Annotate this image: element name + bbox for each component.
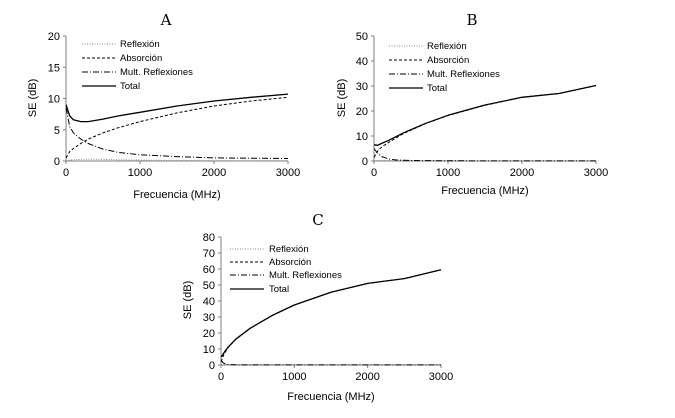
x-tick-label: 0 (218, 371, 224, 383)
legend-label-total: Total (269, 284, 289, 295)
legend-label-mult-reflexiones: Mult. Reflexiones (427, 69, 500, 80)
chart-panel-a: A SE (dB) Frecuencia (MHz) Reflexión Abs… (27, 11, 300, 201)
y-tick-label: 40 (356, 56, 368, 68)
series-line-total (220, 269, 442, 358)
y-tick-label: 50 (356, 31, 368, 43)
chart-panel-b: B SE (dB) Frecuencia (MHz) Reflexión Abs… (336, 11, 608, 197)
series-line-mult-reflexiones (220, 359, 441, 366)
x-tick-label: 2000 (510, 167, 534, 179)
x-tick-label: 1000 (128, 167, 152, 179)
panel-title: C (312, 211, 323, 229)
y-axis-label: SE (dB) (27, 79, 39, 118)
legend: Reflexión Absorción Mult. Reflexiones To… (82, 39, 193, 92)
y-tick-label: 30 (203, 312, 215, 324)
chart-panel-c: C SE (dB) Frecuencia (MHz) Reflexión Abs… (182, 211, 453, 403)
legend-label-mult-reflexiones: Mult. Reflexiones (269, 270, 342, 281)
x-tick-label: 1000 (436, 167, 460, 179)
y-tick-label: 80 (203, 232, 215, 244)
y-tick-label: 0 (209, 360, 215, 372)
legend-label-mult-reflexiones: Mult. Reflexiones (120, 67, 193, 78)
y-tick-label: 20 (356, 106, 368, 118)
x-axis-label: Frecuencia (MHz) (133, 189, 220, 201)
y-tick-label: 10 (356, 131, 368, 143)
y-axis-label: SE (dB) (182, 281, 194, 320)
y-tick-label: 15 (48, 62, 60, 74)
series-line-absorcion (373, 85, 597, 158)
legend-label-reflexion: Reflexión (120, 39, 160, 50)
x-tick-label: 0 (371, 167, 377, 179)
legend: Reflexión Absorción Mult. Reflexiones To… (389, 41, 500, 94)
y-tick-label: 0 (362, 156, 368, 168)
legend-label-reflexion: Reflexión (269, 244, 309, 255)
legend: Reflexión Absorción Mult. Reflexiones To… (230, 244, 342, 295)
y-tick-label: 40 (203, 296, 215, 308)
legend-label-total: Total (427, 83, 447, 94)
y-tick-label: 20 (48, 31, 60, 43)
y-tick-label: 70 (203, 248, 215, 260)
y-tick-label: 10 (48, 94, 60, 106)
legend-label-total: Total (120, 81, 140, 92)
x-tick-label: 3000 (429, 371, 453, 383)
x-tick-label: 0 (63, 167, 69, 179)
y-tick-label: 10 (203, 344, 215, 356)
y-tick-label: 20 (203, 328, 215, 340)
y-tick-label: 60 (203, 264, 215, 276)
x-axis-label: Frecuencia (MHz) (287, 391, 374, 403)
series-line-total (65, 93, 289, 123)
series-line-reflexion (66, 158, 288, 162)
y-axis-label: SE (dB) (336, 79, 348, 118)
y-tick-label: 5 (54, 125, 60, 137)
y-tick-label: 50 (203, 280, 215, 292)
panel-title: A (160, 11, 172, 29)
series-line-mult-reflexiones (65, 107, 289, 159)
series-line-mult-reflexiones (373, 148, 597, 162)
x-tick-label: 3000 (584, 167, 608, 179)
legend-label-absorcion: Absorción (269, 257, 311, 268)
legend-label-absorcion: Absorción (120, 53, 162, 64)
series-line-absorcion (65, 96, 289, 159)
x-tick-label: 2000 (355, 371, 379, 383)
series-line-absorcion (220, 269, 442, 362)
y-tick-label: 30 (356, 81, 368, 93)
x-axis-label: Frecuencia (MHz) (441, 185, 528, 197)
series-line-total (374, 84, 597, 146)
legend-label-reflexion: Reflexión (427, 41, 467, 52)
legend-label-absorcion: Absorción (427, 55, 469, 66)
x-tick-label: 2000 (202, 167, 226, 179)
panel-title: B (466, 11, 477, 29)
x-tick-label: 1000 (282, 371, 306, 383)
x-tick-label: 3000 (276, 167, 300, 179)
y-tick-label: 0 (54, 156, 60, 168)
